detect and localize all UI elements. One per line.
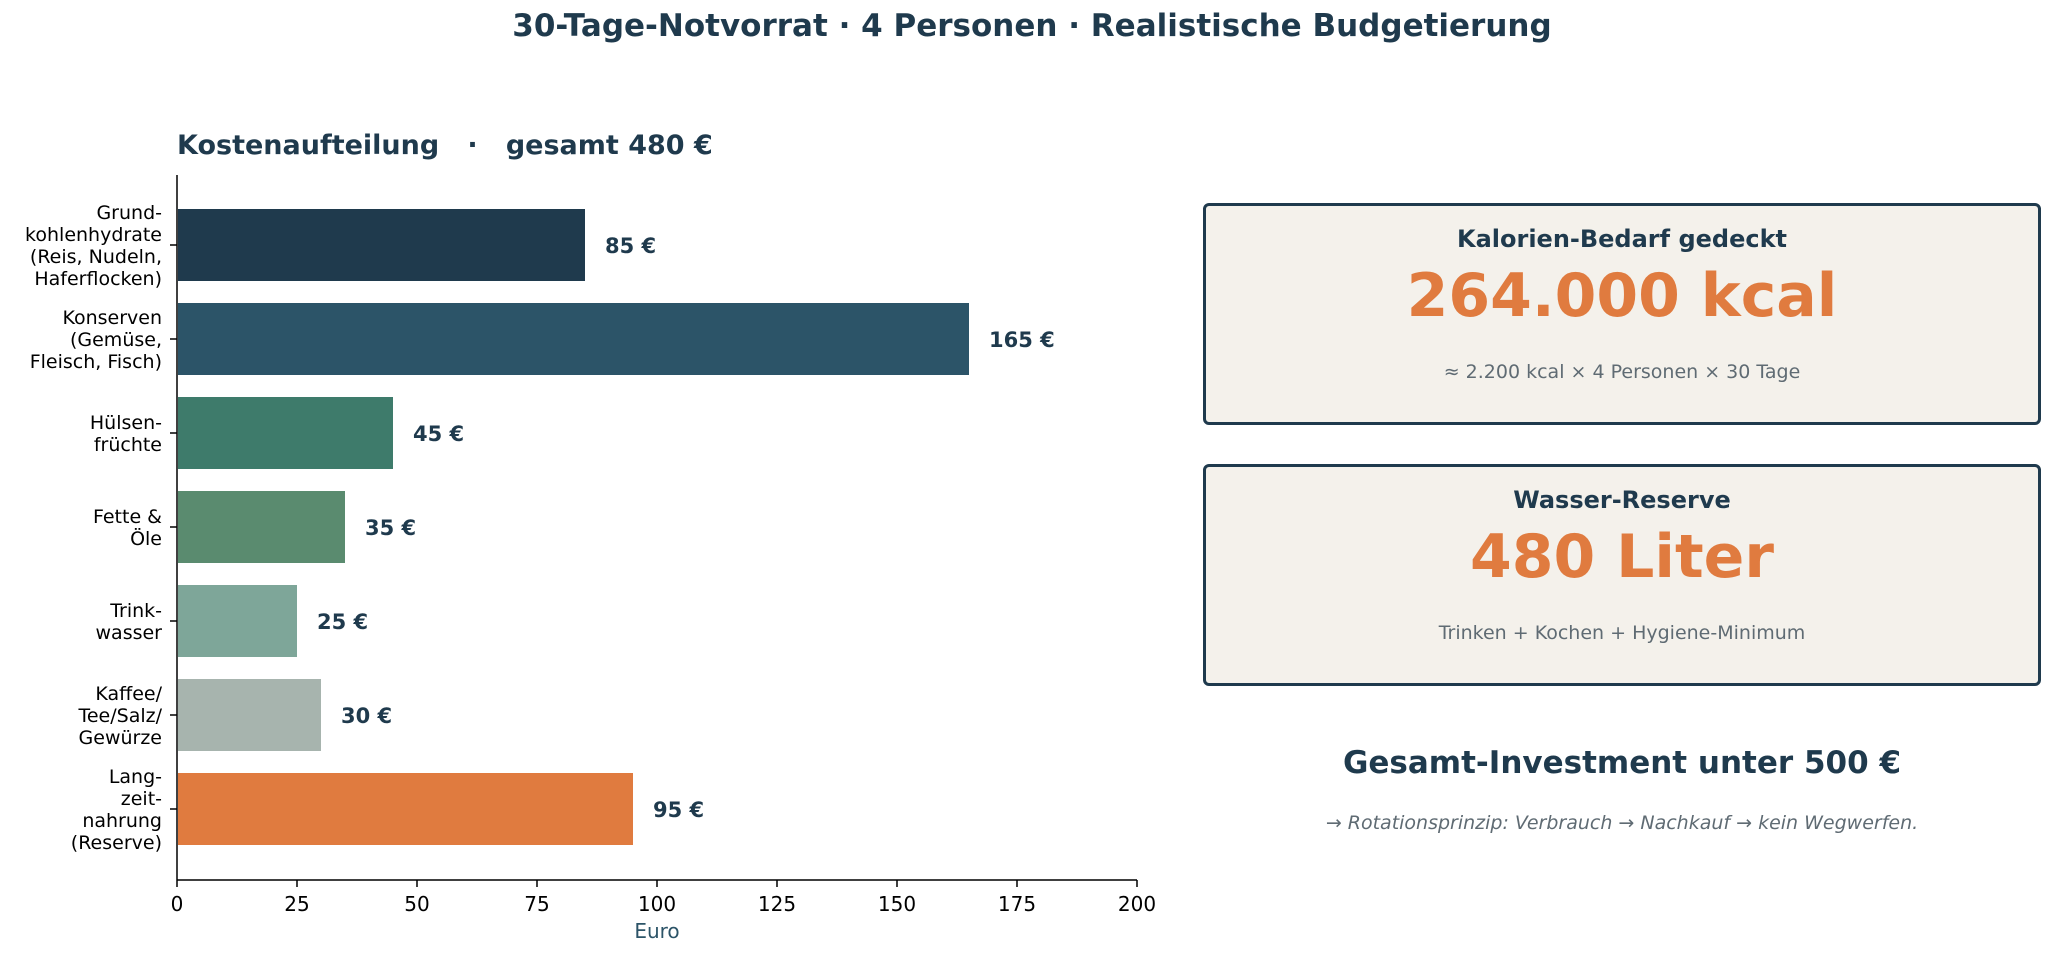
x-tick-label-2: 50	[404, 892, 429, 916]
x-tick-label-4: 100	[638, 892, 676, 916]
x-tick-label-5: 125	[758, 892, 796, 916]
bar-1	[178, 303, 969, 375]
bar-value-label-3: 35 €	[365, 516, 416, 540]
x-tick-label-3: 75	[524, 892, 549, 916]
y-tick-label-0: Grund-kohlenhydrate (Reis, Nudeln, Haferfl…	[25, 202, 162, 290]
bar-value-label-0: 85 €	[605, 234, 656, 258]
bar-value-label-6: 95 €	[653, 798, 704, 822]
water-note: Trinken + Kochen + Hygiene-Minimum	[1438, 622, 1806, 644]
bar-value-label-1: 165 €	[989, 328, 1055, 352]
x-tick-label-8: 200	[1118, 892, 1156, 916]
water-heading: Wasser-Reserve	[1513, 486, 1731, 514]
x-tick-label-6: 150	[878, 892, 916, 916]
main-title: 30-Tage-Notvorrat · 4 Personen · Realist…	[512, 8, 1552, 44]
bar-value-label-4: 25 €	[317, 610, 368, 634]
bar-4	[178, 585, 297, 657]
bar-value-label-5: 30 €	[341, 704, 392, 728]
y-tick-label-3: Fette & Öle	[93, 506, 162, 550]
y-tick-label-5: Kaffee/Tee/Salz/Gewürze	[77, 683, 162, 749]
calories-note: ≈ 2.200 kcal × 4 Personen × 30 Tage	[1443, 361, 1801, 383]
rotation-note: → Rotationsprinzip: Verbrauch → Nachkauf…	[1325, 812, 1919, 834]
y-tick-label-2: Hülsen-früchte	[90, 412, 162, 456]
bar-3	[178, 491, 345, 563]
cost-bar-chart: Kostenaufteilung · gesamt 480 € 85 € 165 …	[25, 130, 1156, 943]
x-tick-label-7: 175	[998, 892, 1036, 916]
bar-2	[178, 397, 393, 469]
x-axis-label: Euro	[634, 919, 679, 943]
chart-title: Kostenaufteilung · gesamt 480 €	[177, 130, 713, 161]
total-investment-heading: Gesamt-Investment unter 500 €	[1342, 745, 1902, 781]
calories-value: 264.000 kcal	[1406, 261, 1838, 331]
water-card: Wasser-Reserve 480 Liter Trinken + Koche…	[1203, 464, 2041, 686]
bar-value-label-2: 45 €	[413, 422, 464, 446]
bar-5	[178, 679, 321, 751]
calories-card: Kalorien-Bedarf gedeckt 264.000 kcal ≈ 2…	[1203, 203, 2041, 425]
bar-6	[178, 773, 633, 845]
calories-heading: Kalorien-Bedarf gedeckt	[1456, 225, 1788, 253]
y-tick-label-4: Trink-wasser	[96, 600, 163, 644]
x-tick-label-1: 25	[284, 892, 309, 916]
y-tick-label-1: Konserven (Gemüse, Fleisch, Fisch)	[30, 307, 162, 373]
y-tick-label-6: Lang-zeit-nahrung (Reserve)	[71, 766, 162, 854]
x-tick-label-0: 0	[171, 892, 184, 916]
water-value: 480 Liter	[1470, 522, 1774, 592]
bar-0	[178, 209, 585, 281]
